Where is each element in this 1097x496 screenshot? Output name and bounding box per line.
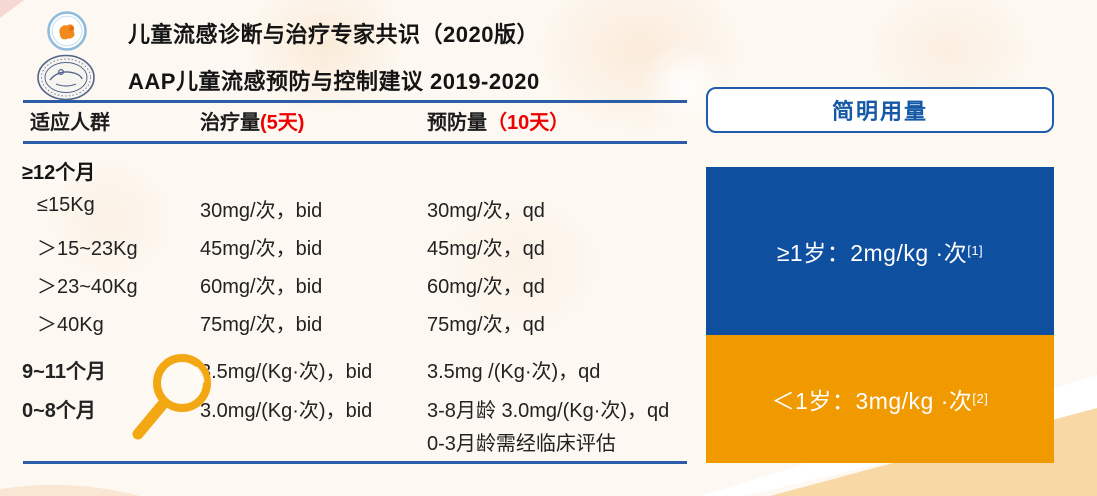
top-left-accent (0, 0, 24, 18)
treatment-cell: 3.0mg/(Kg·次)，bid (200, 400, 373, 422)
treatment-cell: 75mg/次，bid (200, 314, 323, 336)
treatment-cell: 60mg/次，bid (200, 276, 323, 298)
header-prevention-label: 预防量 (427, 112, 487, 134)
table-rule-bottom (23, 461, 687, 464)
row-label: 9~11个月 (22, 361, 106, 383)
prevention-cell: 3.5mg /(Kg·次)，qd (427, 361, 601, 383)
header-treatment-duration: (5天) (260, 112, 305, 134)
prevention-note-cell: 0-3月龄需经临床评估 (427, 433, 616, 455)
row-label: ≤15Kg (37, 194, 95, 216)
header-treatment: 治疗量(5天) (200, 106, 304, 135)
header-population: 适应人群 (30, 112, 110, 134)
summary-dose-lt1y-text: ＜1岁：3mg/kg ·次 (771, 388, 973, 414)
treatment-cell: 45mg/次，bid (200, 238, 323, 260)
prevention-cell: 30mg/次，qd (427, 200, 545, 222)
row-label: 0~8个月 (22, 400, 96, 422)
table-rule-top (23, 100, 687, 103)
row-label: ≥12个月 (22, 162, 96, 184)
summary-dose-ge1y: ≥1岁：2mg/kg ·次 [1] (706, 167, 1054, 335)
row-label: ＞40Kg (37, 314, 104, 336)
table-rule-header (23, 141, 687, 144)
summary-dose-lt1y: ＜1岁：3mg/kg ·次 [2] (706, 335, 1054, 463)
prevention-cell: 3-8月龄 3.0mg/(Kg·次)，qd (427, 400, 670, 422)
row-label: ＞23~40Kg (37, 276, 138, 298)
slide-title-aap: AAP儿童流感预防与控制建议 2019-2020 (128, 69, 540, 94)
summary-title-box: 简明用量 (706, 87, 1054, 133)
summary-dose-ge1y-text: ≥1岁：2mg/kg ·次 (776, 240, 968, 266)
aap-logo (37, 54, 95, 101)
bottom-left-wave (0, 484, 140, 496)
prevention-cell: 45mg/次，qd (427, 238, 545, 260)
treatment-cell: 30mg/次，bid (200, 200, 323, 222)
row-label: ＞15~23Kg (37, 238, 138, 260)
slide-title-consensus: 儿童流感诊断与治疗专家共识（2020版） (128, 22, 539, 47)
header-prevention-duration: （10天） (487, 112, 570, 134)
prevention-cell: 75mg/次，qd (427, 314, 545, 336)
header-prevention: 预防量（10天） (427, 106, 569, 135)
pediatric-society-logo (47, 11, 87, 51)
prevention-cell: 60mg/次，qd (427, 276, 545, 298)
header-treatment-label: 治疗量 (200, 112, 260, 134)
treatment-cell: 3.5mg/(Kg·次)，bid (200, 361, 373, 383)
